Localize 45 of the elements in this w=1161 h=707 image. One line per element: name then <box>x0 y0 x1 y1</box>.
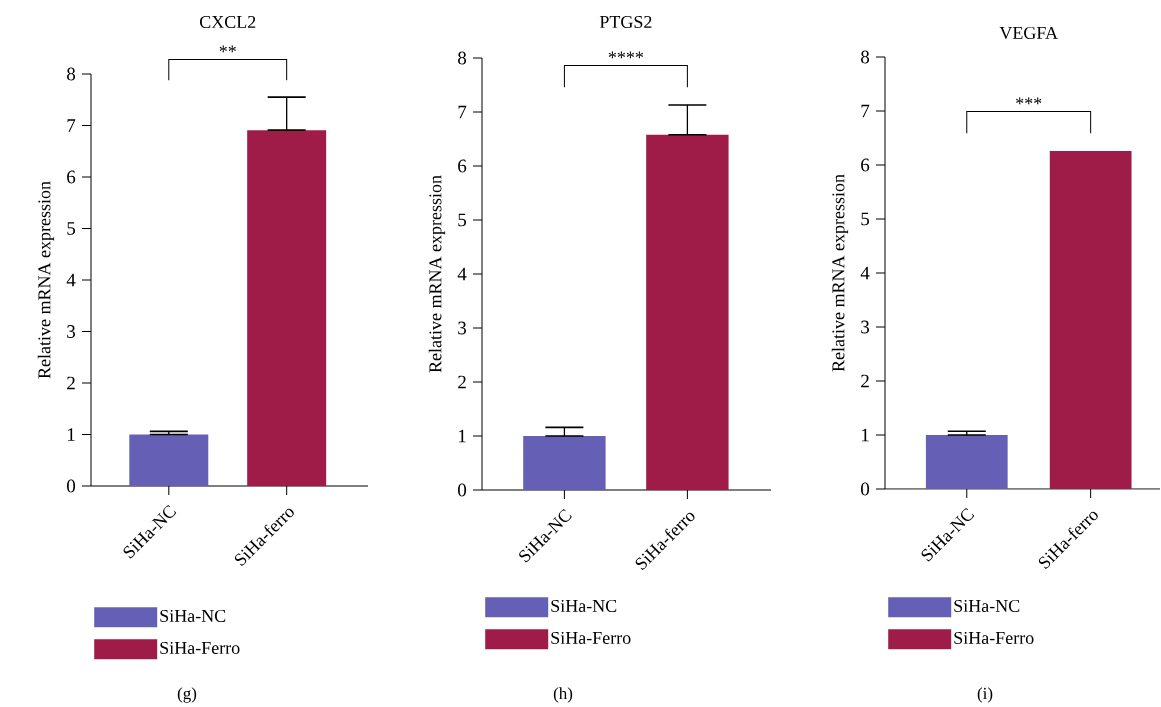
legend-label: SiHa-NC <box>551 599 617 612</box>
y-axis-title: Relative mRNA expression <box>37 181 55 379</box>
y-tick-label: 6 <box>861 158 870 172</box>
chart-title: CXCL2 <box>199 15 256 29</box>
y-tick-label: 6 <box>67 170 76 184</box>
y-tick-label: 0 <box>458 483 467 497</box>
y-tick-label: 8 <box>458 51 467 65</box>
chart-title: PTGS2 <box>599 15 652 29</box>
legend-label: SiHa-Ferro <box>551 631 631 644</box>
y-axis-title: Relative mRNA expression <box>831 174 849 372</box>
y-tick-label: 4 <box>66 273 76 287</box>
y-tick-label: 7 <box>458 105 467 119</box>
y-tick-label: 5 <box>861 212 870 226</box>
y-axis-title: Relative mRNA expression <box>428 175 446 373</box>
legend-label: SiHa-NC <box>954 599 1020 612</box>
legend-label: SiHa-NC <box>160 609 226 622</box>
chart-title: VEGFA <box>999 26 1058 40</box>
legend-label: SiHa-Ferro <box>954 631 1034 644</box>
annotation: *** <box>1016 97 1042 105</box>
y-tick-label: 0 <box>861 482 870 496</box>
y-tick-label: 4 <box>860 266 870 280</box>
y-tick-label: 3 <box>861 320 870 334</box>
y-tick-label: 7 <box>861 104 870 118</box>
y-tick-label: 0 <box>67 479 76 493</box>
y-tick-label: 3 <box>67 325 76 338</box>
y-tick-label: 7 <box>67 119 76 132</box>
y-tick-label: 5 <box>67 222 76 235</box>
y-tick-label: 2 <box>67 376 75 390</box>
y-tick-label: 8 <box>861 50 870 64</box>
legend-label: SiHa-Ferro <box>160 641 240 654</box>
y-tick-label: 1 <box>67 428 75 441</box>
y-tick-label: 1 <box>861 428 869 442</box>
text: (g) <box>177 687 197 703</box>
y-tick-label: 2 <box>861 374 869 388</box>
text: (h) <box>553 687 573 703</box>
text: ** <box>219 45 236 53</box>
y-tick-label: 8 <box>67 67 76 81</box>
y-tick-label: 6 <box>458 159 467 173</box>
y-tick-label: 2 <box>458 375 466 389</box>
y-tick-label: 1 <box>458 429 466 443</box>
annotation: **** <box>608 51 644 59</box>
y-tick-label: 3 <box>458 321 467 335</box>
y-tick-label: 4 <box>457 267 467 281</box>
y-tick-label: 5 <box>458 213 467 227</box>
text: (i) <box>977 687 993 703</box>
